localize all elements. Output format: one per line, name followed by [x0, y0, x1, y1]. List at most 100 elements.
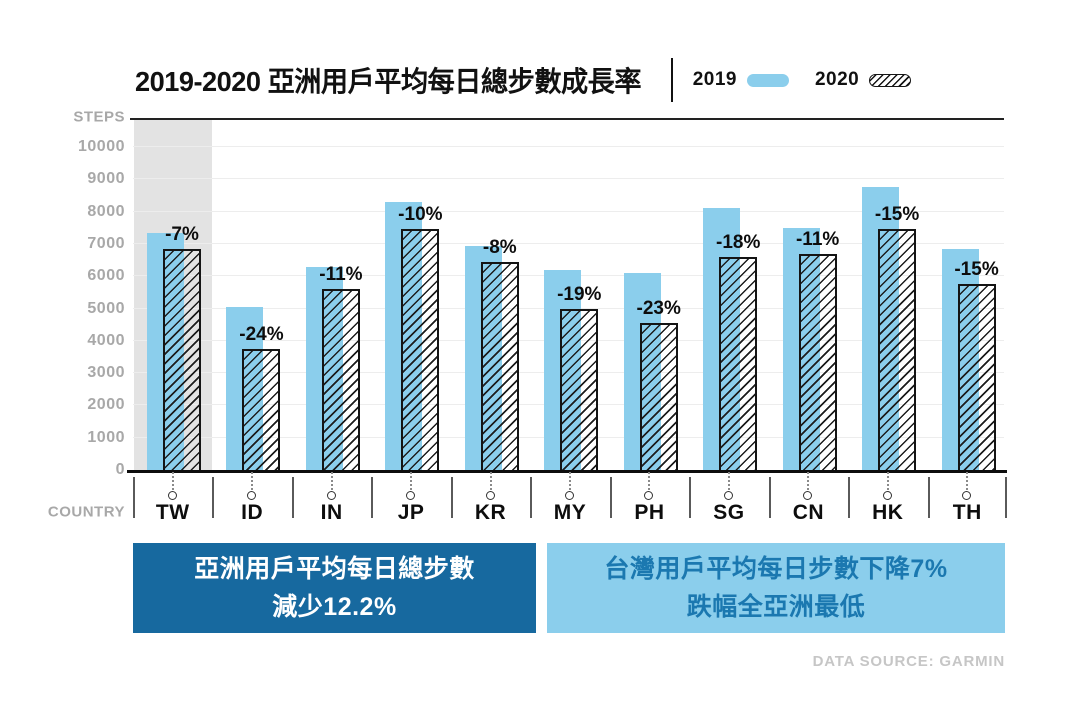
x-axis-separator — [927, 477, 930, 518]
bar-2020-in — [321, 289, 360, 470]
change-label-th: -15% — [954, 259, 999, 281]
tick-connector-th — [966, 472, 969, 490]
tick-connector-my — [569, 472, 571, 490]
category-slot-kr: -8% — [451, 118, 530, 470]
category-slot-ph: -23% — [610, 118, 689, 470]
category-slot-jp: -10% — [371, 118, 450, 470]
gridline-8000 — [133, 210, 1004, 212]
bar-2020-kr — [480, 261, 519, 470]
tick-marker-icon-sg — [723, 491, 733, 500]
tick-connector-hk — [886, 472, 889, 490]
y-axis: STEPS COUNTRY 0 1000 2000 3000 4000 5000 6000 7… — [48, 0, 125, 707]
x-axis-separator — [530, 477, 533, 518]
bar-2020-id — [242, 348, 281, 470]
change-label-jp: -10% — [398, 204, 443, 226]
bar-2020-sg — [719, 256, 758, 470]
bar-2020-tw — [163, 249, 201, 470]
category-slot-cn: -11% — [769, 118, 848, 470]
y-tick-label-3000: 3000 — [87, 364, 125, 382]
bar-2020-hk — [878, 229, 917, 470]
tick-marker-icon-kr — [485, 491, 495, 500]
bar-2020-ph — [639, 323, 678, 470]
header: 2019-2020 亞洲用戶平均每日總步數成長率 2019 2020 — [135, 56, 927, 104]
y-tick-label-1000: 1000 — [87, 428, 125, 446]
x-axis-separator — [609, 477, 612, 518]
gridline-10000 — [133, 146, 1004, 148]
y-axis-title: STEPS — [73, 108, 125, 126]
x-axis: TW ID IN JP KR MY PH SG CN HK TH — [133, 470, 1007, 534]
country-label-hk: HK — [872, 501, 904, 524]
y-tick-label-10000: 10000 — [78, 138, 125, 156]
country-label-in: IN — [320, 501, 343, 524]
x-axis-separator — [133, 477, 135, 518]
category-slot-id: -24% — [212, 118, 291, 470]
tick-marker-icon-tw — [167, 491, 177, 500]
callout-taiwan-line1: 台灣用戶平均每日步數下降7% — [604, 555, 948, 583]
callout-taiwan-line2: 跌幅全亞洲最低 — [686, 593, 866, 621]
plot-top-border — [130, 118, 1004, 120]
tick-marker-icon-cn — [803, 491, 813, 500]
tick-connector-kr — [489, 472, 492, 490]
y-tick-label-9000: 9000 — [87, 170, 125, 188]
legend: 2019 2020 — [693, 69, 928, 91]
bar-2020-cn — [798, 253, 837, 470]
gridline-7000 — [133, 242, 1004, 244]
category-slot-my: -19% — [530, 118, 609, 470]
change-label-tw: -7% — [165, 224, 199, 246]
x-axis-baseline — [127, 470, 1007, 473]
tick-connector-ph — [648, 472, 651, 490]
country-label-cn: CN — [792, 501, 825, 524]
callout-asia-summary: 亞洲用戶平均每日總步數 減少12.2% — [133, 543, 536, 633]
bar-2020-my — [560, 308, 599, 470]
category-slot-hk: -15% — [848, 118, 927, 470]
callout-asia-line2: 減少12.2% — [272, 593, 397, 621]
chart-title: 2019-2020 亞洲用戶平均每日總步數成長率 — [135, 66, 642, 97]
tick-connector-sg — [727, 472, 730, 490]
callout-asia-line1: 亞洲用戶平均每日總步數 — [194, 555, 475, 583]
change-label-kr: -8% — [482, 236, 517, 258]
bar-2020-th — [957, 284, 996, 470]
country-label-ph: PH — [634, 501, 665, 524]
legend-swatch-2020-icon — [869, 73, 912, 87]
legend-label-2020: 2020 — [814, 69, 860, 90]
plot-area: -7% -24% -11% -10% -8% -19% -23% -18% -11% -15% -1… — [127, 118, 1007, 473]
legend-swatch-2019-icon — [746, 73, 789, 87]
country-label-kr: KR — [474, 501, 507, 524]
x-axis-separator — [1005, 477, 1007, 518]
change-label-id: -24% — [239, 323, 284, 345]
country-label-tw: TW — [155, 501, 190, 524]
change-label-in: -11% — [319, 264, 363, 286]
tick-marker-icon-hk — [882, 491, 892, 500]
country-label-jp: JP — [397, 501, 425, 524]
category-slot-in: -11% — [292, 118, 371, 470]
change-label-cn: -11% — [795, 228, 840, 250]
x-axis-separator — [450, 477, 453, 518]
data-source: DATA SOURCE: GARMIN — [812, 653, 1005, 670]
country-label-sg: SG — [713, 501, 745, 524]
change-label-my: -19% — [557, 283, 602, 305]
tick-connector-cn — [807, 472, 810, 490]
tick-marker-icon-my — [565, 491, 574, 500]
y-tick-label-7000: 7000 — [87, 234, 125, 252]
x-axis-separator — [768, 477, 771, 518]
header-divider — [670, 58, 673, 102]
x-axis-separator — [371, 477, 374, 518]
tick-connector-id — [251, 472, 254, 490]
country-label-my: MY — [553, 501, 587, 524]
tick-marker-icon-ph — [644, 491, 654, 500]
tick-marker-icon-id — [247, 491, 257, 500]
y-tick-label-4000: 4000 — [87, 331, 125, 349]
tick-marker-icon-th — [962, 491, 972, 500]
category-slot-tw: -7% — [133, 118, 212, 470]
x-axis-title: COUNTRY — [47, 503, 125, 521]
country-label-th: TH — [952, 501, 982, 524]
gridline-9000 — [133, 178, 1004, 180]
x-axis-separator — [291, 477, 294, 518]
y-tick-label-6000: 6000 — [87, 267, 125, 285]
x-axis-separator — [848, 477, 851, 518]
tick-marker-icon-in — [326, 491, 336, 500]
tick-connector-in — [330, 472, 333, 490]
change-label-ph: -23% — [636, 298, 681, 320]
x-axis-separator — [212, 477, 215, 518]
